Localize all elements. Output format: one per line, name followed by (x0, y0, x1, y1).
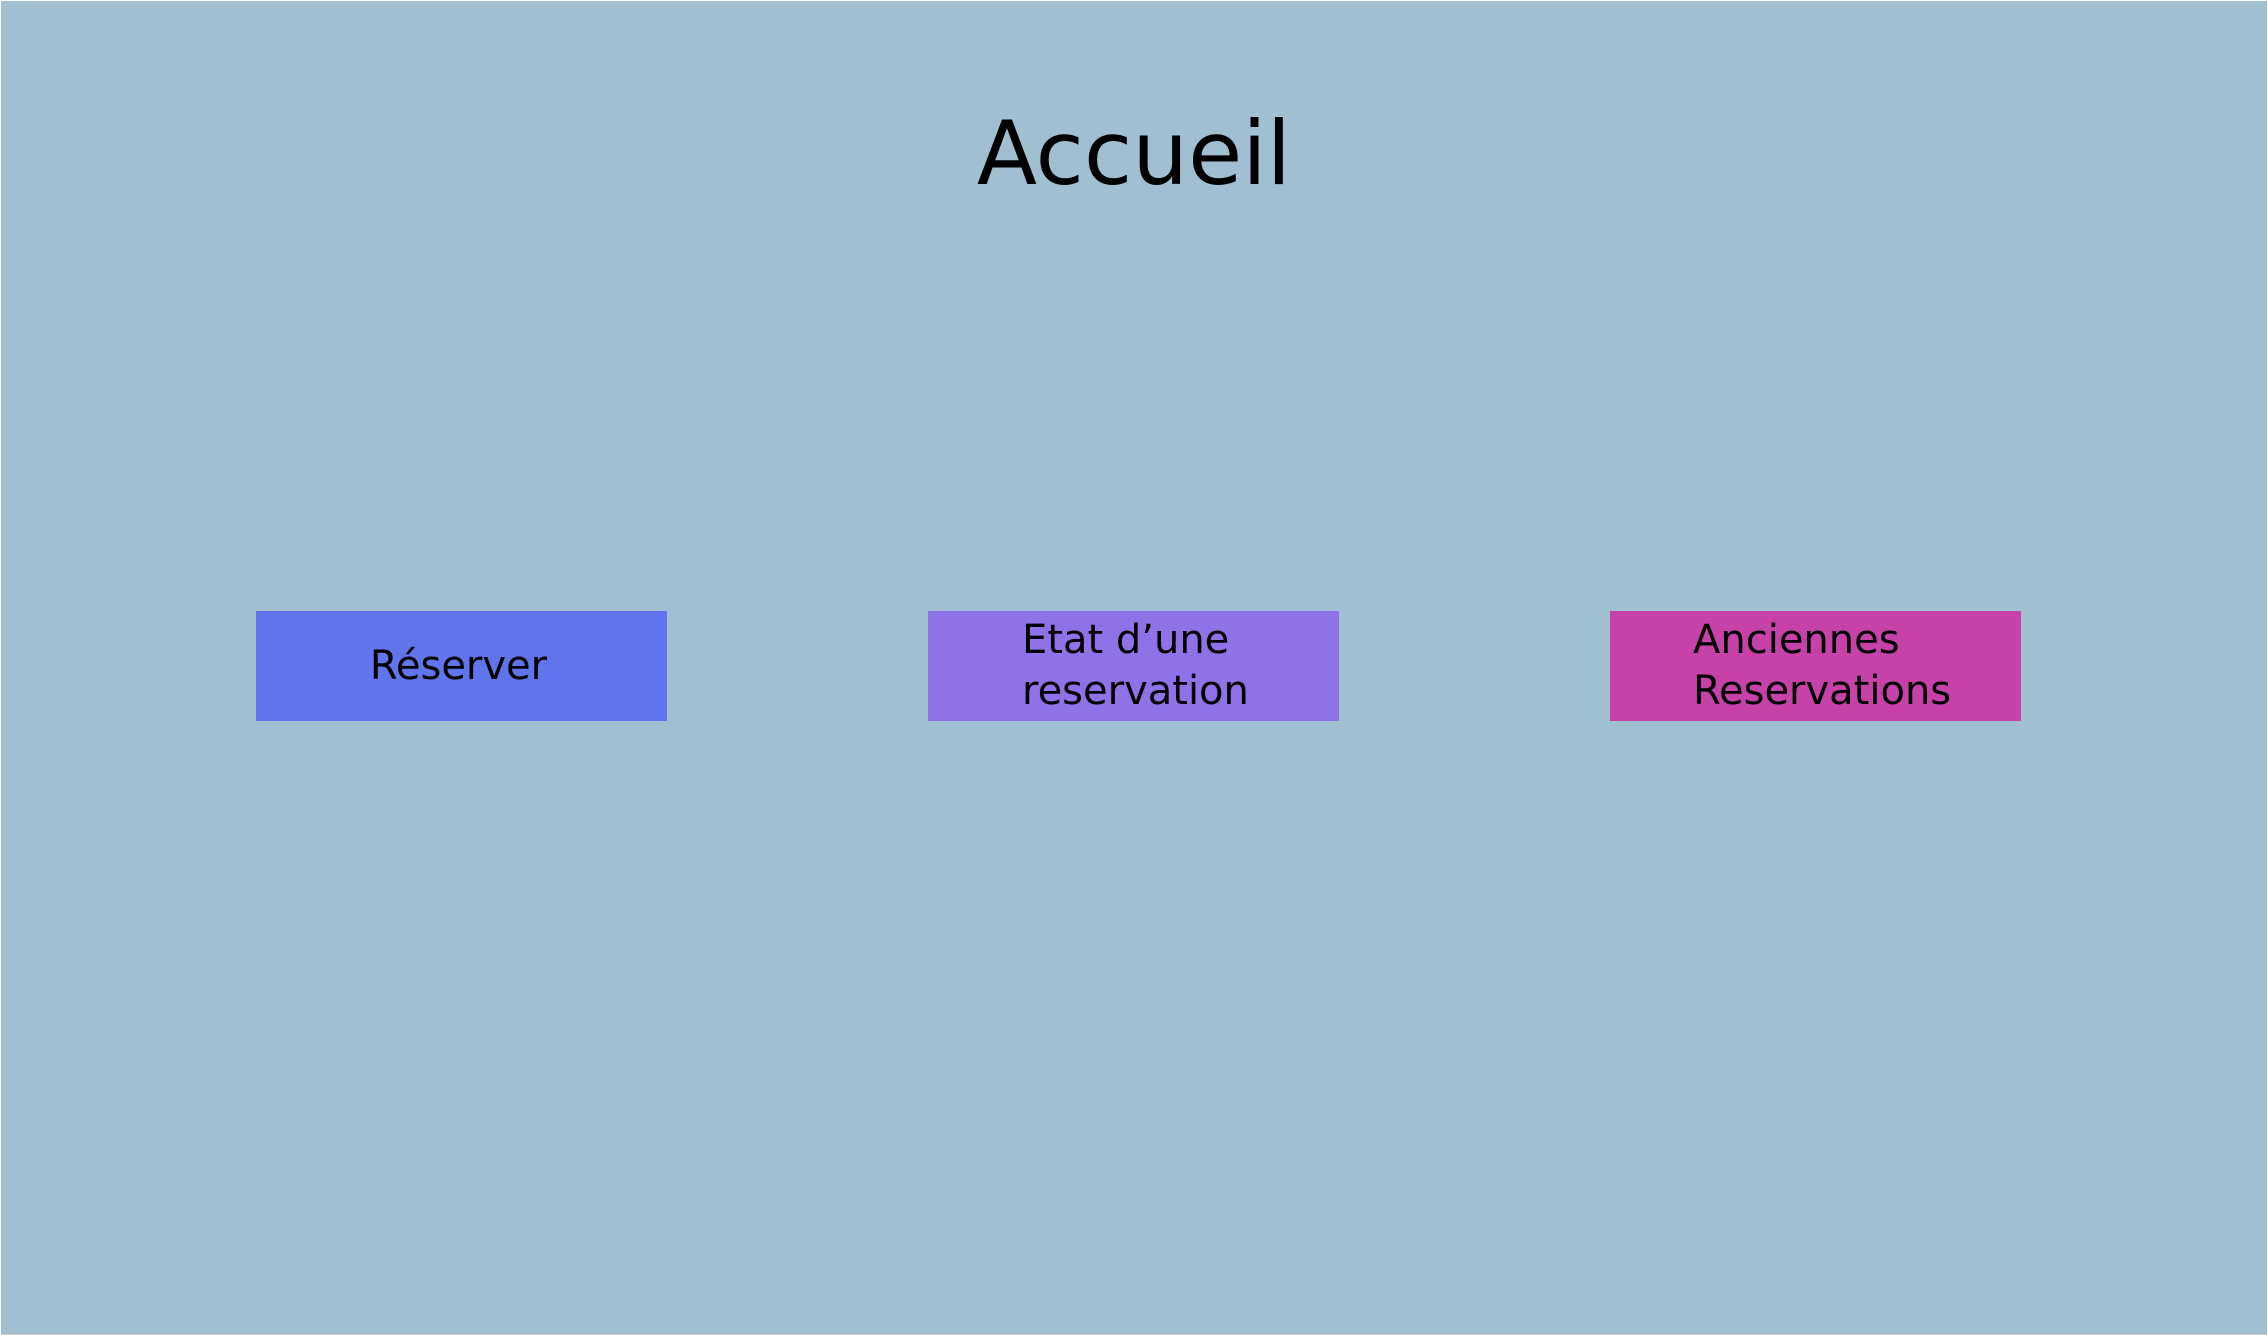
etat-reservation-button-label: Etat d’une reservation (1022, 615, 1249, 717)
page-title: Accueil (976, 102, 1292, 205)
reserver-button-label-line-1: Réserver (369, 642, 548, 689)
anciennes-reservations-button-label-line-1: Anciennes (1693, 617, 1900, 663)
anciennes-reservations-button-label: Anciennes Reservations (1693, 615, 1951, 717)
etat-reservation-button-label-line-1: Etat d’une (1022, 617, 1230, 663)
etat-reservation-button-label-line-2: reservation (1022, 668, 1249, 714)
reserver-button[interactable]: Réserver (256, 611, 667, 721)
etat-reservation-button[interactable]: Etat d’une reservation (928, 611, 1339, 721)
anciennes-reservations-button-label-line-2: Reservations (1693, 668, 1952, 714)
reserver-button-label: Réserver (370, 641, 547, 692)
anciennes-reservations-button[interactable]: Anciennes Reservations (1610, 611, 2021, 721)
